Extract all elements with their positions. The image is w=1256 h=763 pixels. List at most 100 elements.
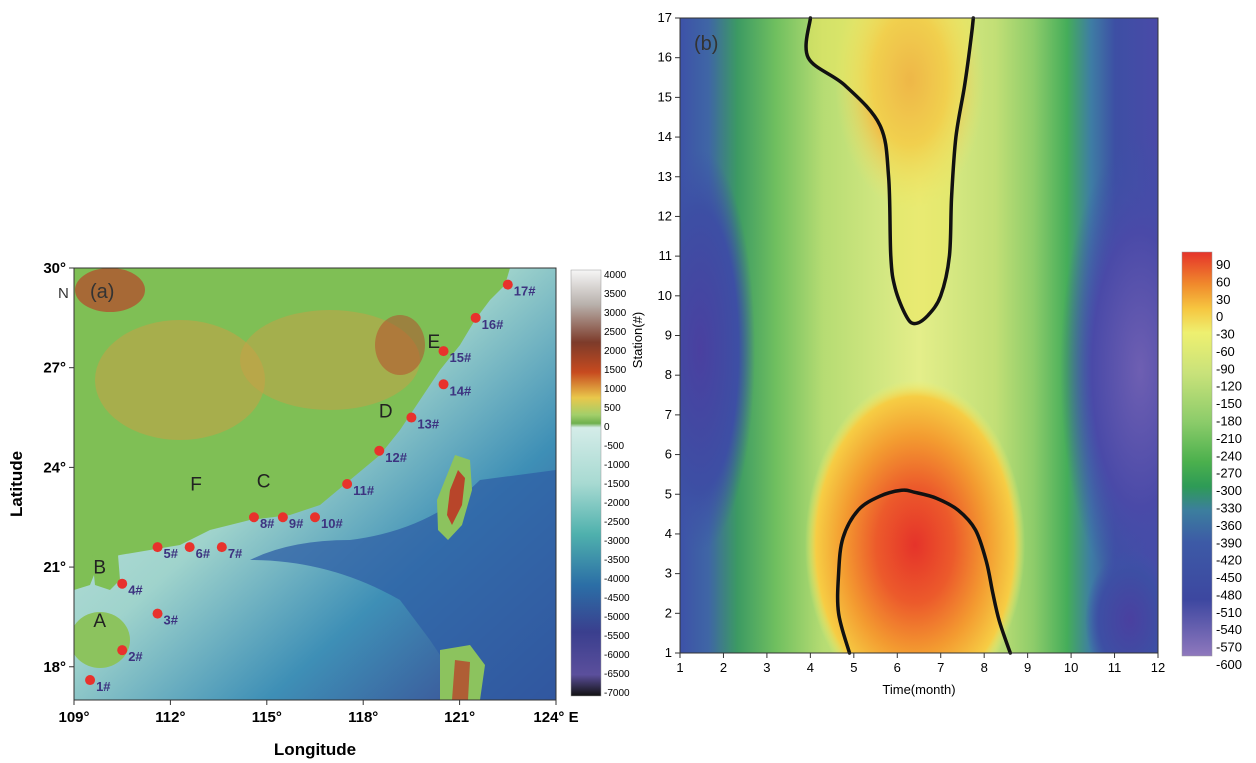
elevation-colorbar-tick-label: -4000 [604,574,630,585]
elevation-colorbar-tick-label: -2000 [604,498,630,509]
map-region-label: D [379,402,393,423]
station-marker [438,379,449,390]
map-region-label: F [190,475,202,496]
contour-x-tick-label: 8 [981,660,988,675]
contour-y-tick-label: 15 [658,89,672,104]
map-region-label: A [93,611,106,632]
station-marker [152,608,163,619]
contour-y-tick-label: 7 [665,407,672,422]
contour-y-tick-label: 3 [665,566,672,581]
elevation-colorbar-tick-label: -5500 [604,631,630,642]
map-y-tick-label: 24° [43,459,66,476]
elevation-colorbar-tick-label: 0 [604,422,610,433]
zero-contours [804,16,1013,655]
map-x-tick-label: 124° E [533,709,578,726]
elevation-colorbar-tick-label: -6500 [604,669,630,680]
luzon-mountains [452,660,470,700]
station-label: 8# [260,516,275,531]
elevation-colorbar-tick-label: -500 [604,441,624,452]
contour-x-tick-label: 11 [1108,660,1122,675]
station-label: 10# [321,516,343,531]
value-colorbar-tick-label: -450 [1216,570,1242,585]
station-marker [502,279,513,290]
elevation-colorbar-tick-label: 3500 [604,289,627,300]
contour-y-tick-label: 12 [658,208,672,223]
elevation-colorbar [570,269,602,697]
station-marker [117,645,128,656]
value-colorbar-tick-label: -360 [1216,518,1242,533]
station-marker [277,512,288,523]
winter-low-late [1060,140,1158,600]
station-label: 1# [96,679,111,694]
hainan-island [74,612,130,668]
contour-panel: 1 2 3 4 5 6 7 8 9 10 11 12 123456789101112131415161… [658,10,1243,697]
south-zero-contour [835,488,1013,655]
highland [240,310,420,410]
station-marker [216,542,227,553]
elevation-colorbar-tick-label: -1500 [604,479,630,490]
contour-y-tick-label: 5 [665,486,672,501]
contour-y-tick-label: 10 [658,288,672,303]
contour-x-tick-label: 7 [937,660,944,675]
highland [95,320,265,440]
station-label: 6# [196,546,211,561]
station-label: 12# [385,450,407,465]
value-colorbar-tick-label: -330 [1216,500,1242,515]
taiwan-mountains [447,470,465,525]
value-colorbar-tick-label: -30 [1216,327,1235,342]
value-colorbar-tick-label: -300 [1216,483,1242,498]
contour-x-tick-label: 1 [676,660,683,675]
contour-x-ticks: 1 2 3 4 5 6 7 8 9 10 11 12 [676,653,1165,675]
north-label: N [58,285,69,302]
map-region-label: B [93,558,106,579]
elevation-colorbar-tick-label: -5000 [604,612,630,623]
map-stations: 1# 2# 3# 4# 5# 6# 7# 8# 9# 10# 11# 12# 13# 14# 15# 16# 1… [85,279,536,694]
elevation-colorbar-ticks: 4000 3500 3000 2500 2000 1500 1000 500 0 -500 -100… [604,270,630,699]
elevation-colorbar-tick-label: -1000 [604,460,630,471]
value-colorbar-tick-label: -240 [1216,448,1242,463]
map-y-tick-label: 21° [43,559,66,576]
station-marker [248,512,259,523]
station-marker [374,445,385,456]
elevation-colorbar-tick-label: 3000 [604,308,627,319]
value-colorbar-tick-label: -420 [1216,553,1242,568]
station-label: 13# [417,417,439,432]
contour-y-tick-label: 17 [658,10,672,25]
contour-y-tick-label: 11 [659,248,673,263]
contour-x-tick-label: 5 [850,660,857,675]
contour-y-tick-label: 4 [665,526,672,541]
station-label: 2# [128,649,143,664]
elevation-colorbar-tick-label: 1000 [604,384,627,395]
map-panel-label: (a) [90,281,114,303]
station-marker [470,312,481,323]
station-marker [310,512,320,523]
elevation-colorbar-tick-label: -2500 [604,517,630,528]
map-region-labels: A B C D E F [93,332,440,632]
value-colorbar-tick-label: -570 [1216,640,1242,655]
map-y-tick-label: 18° [43,659,66,676]
elevation-colorbar-tick-label: -7000 [604,688,630,699]
value-colorbar-tick-label: 60 [1216,274,1230,289]
contour-y-tick-label: 1 [665,645,672,660]
value-colorbar-tick-label: -180 [1216,414,1242,429]
elevation-colorbar-tick-label: 1500 [604,365,627,376]
elevation-colorbar-label: Station(#) [630,312,645,368]
station-label: 17# [514,284,536,299]
contour-panel-label: (b) [694,33,718,55]
contour-x-tick-label: 10 [1064,660,1078,675]
contour-y-tick-label: 6 [665,447,672,462]
value-colorbar-tick-label: -150 [1216,396,1242,411]
winter-low-late-south [1085,550,1158,653]
station-label: 3# [164,613,179,628]
elevation-colorbar-tick-label: -4500 [604,593,630,604]
contour-y-tick-label: 8 [665,367,672,382]
summer-high-south [805,380,1025,653]
elevation-colorbar-tick-label: -6000 [604,650,630,661]
elevation-colorbar-tick-label: -3500 [604,555,630,566]
value-colorbar-tick-label: 30 [1216,292,1230,307]
map-x-tick-label: 118° [348,709,378,726]
value-colorbar-tick-label: -540 [1216,622,1242,637]
station-marker [342,479,353,489]
